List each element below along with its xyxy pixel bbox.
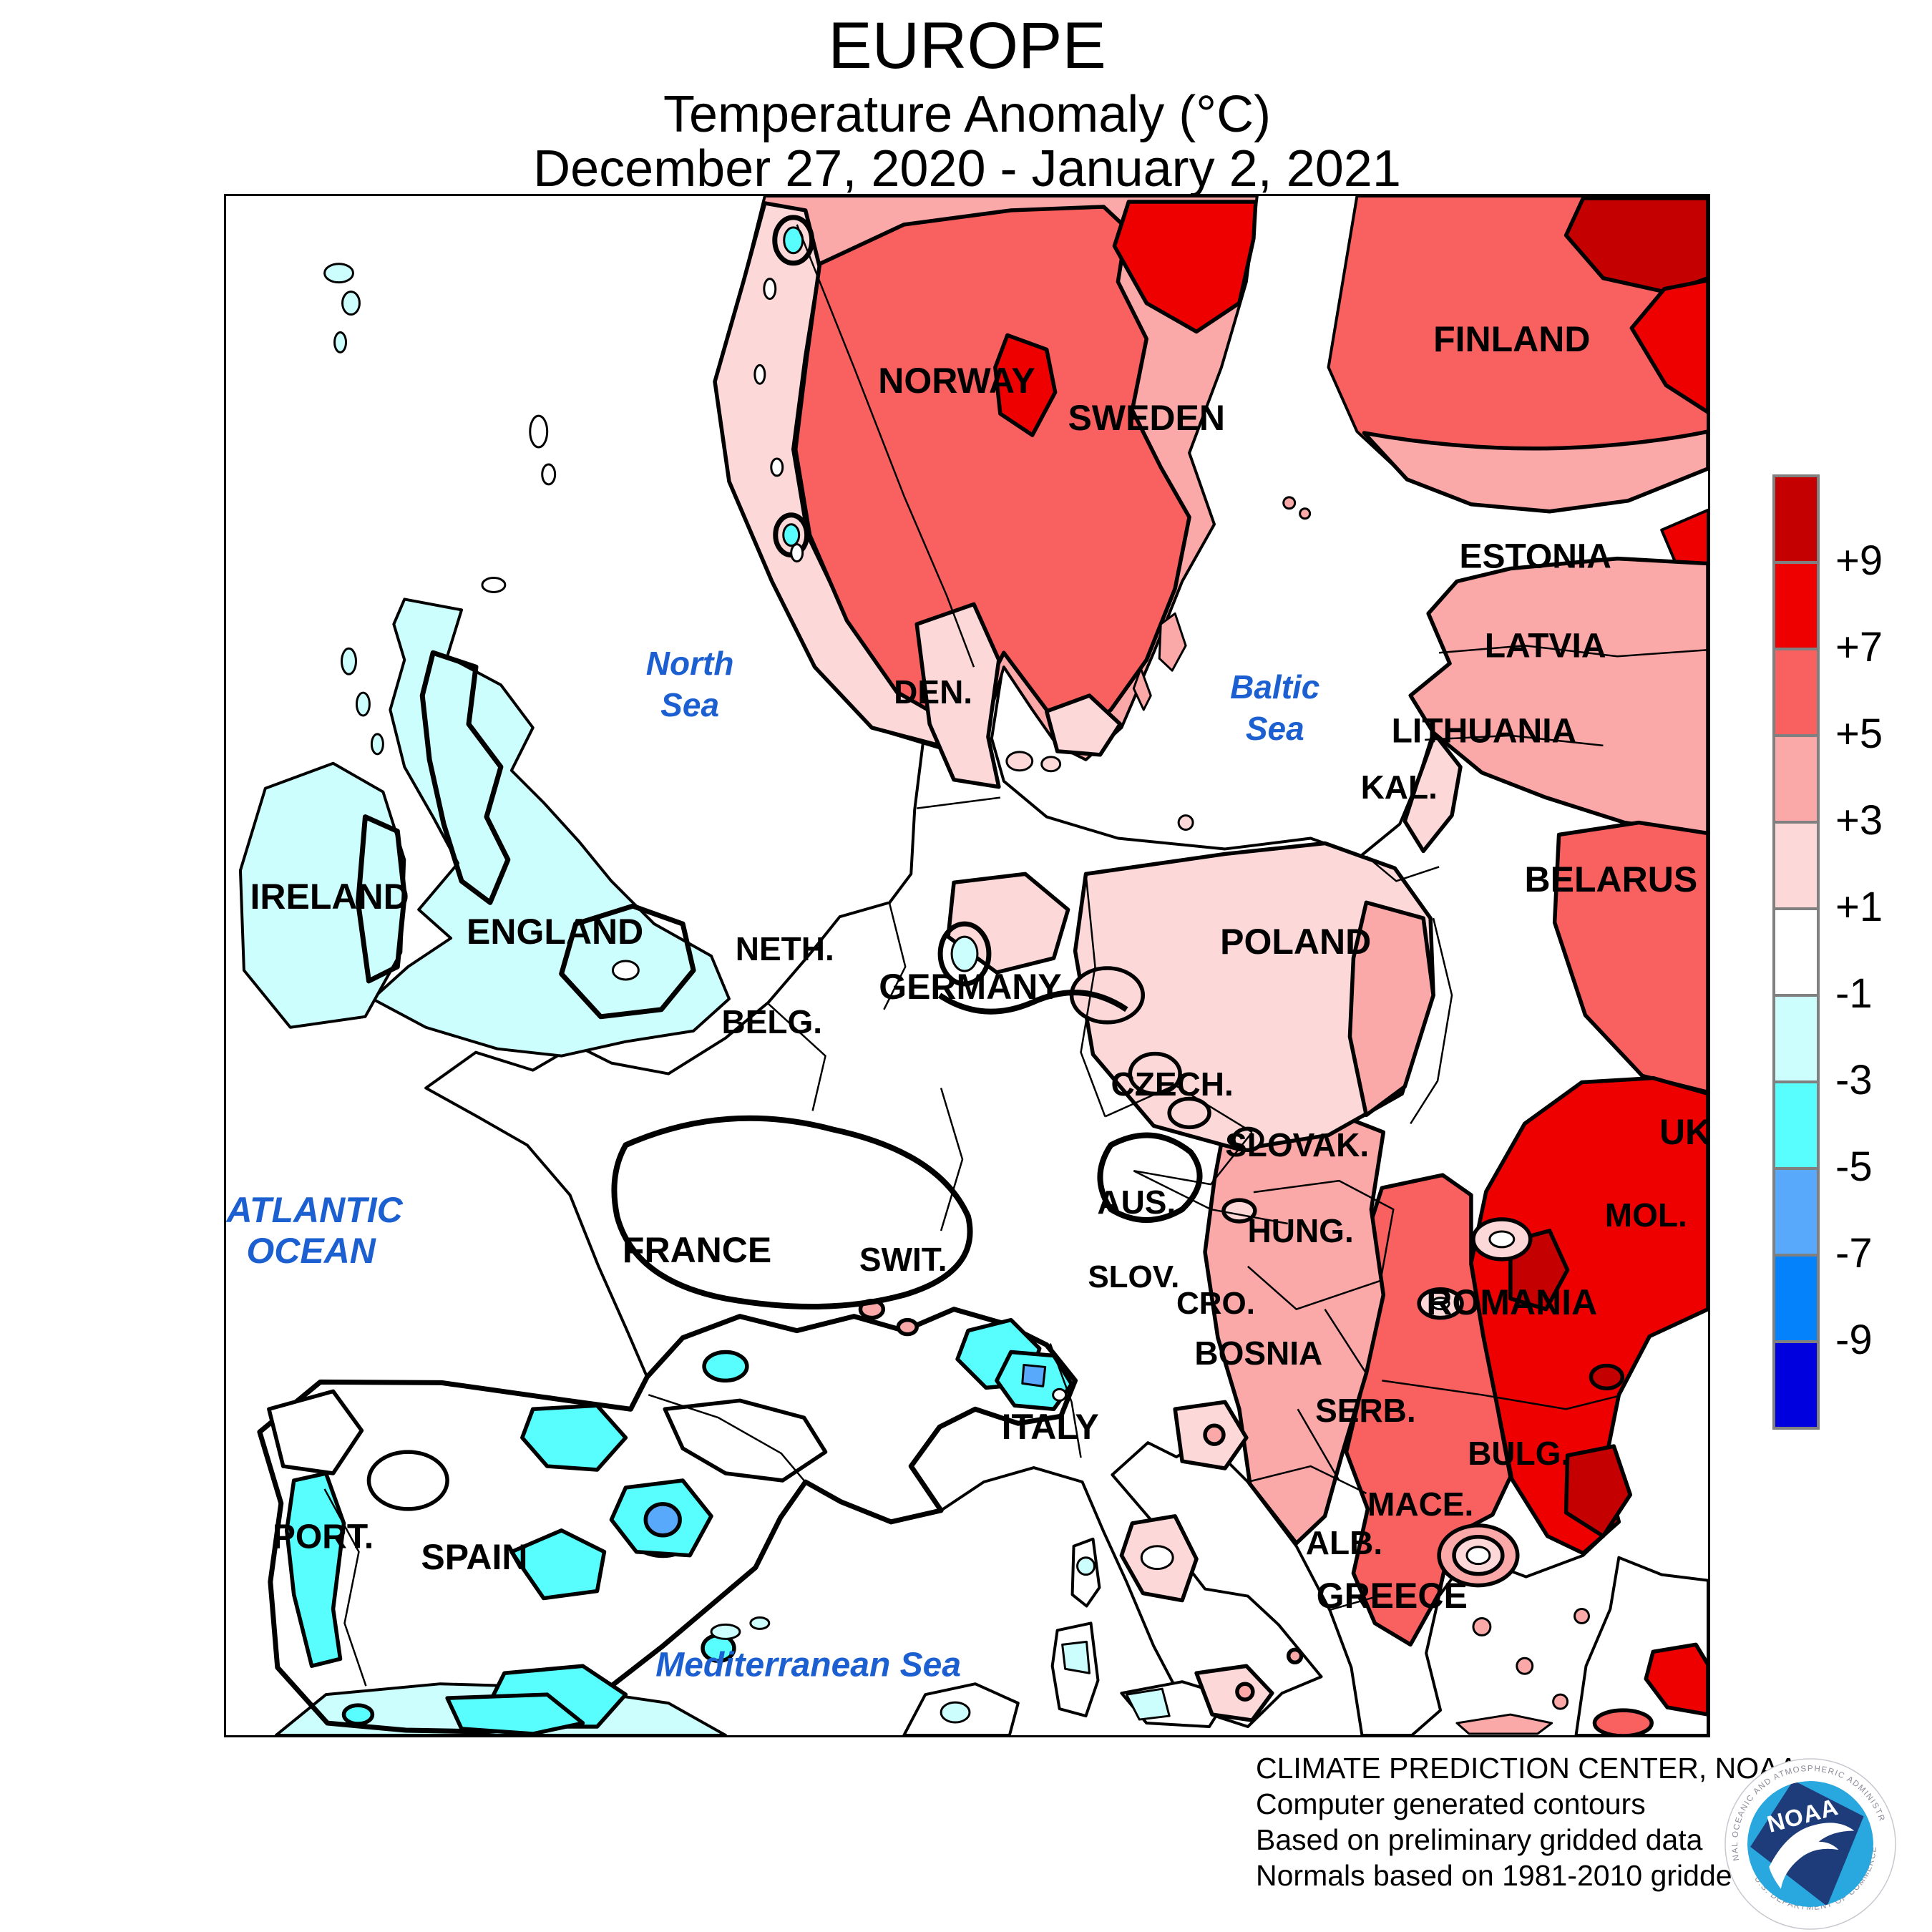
- page-subtitle: Temperature Anomaly (°C): [663, 86, 1272, 143]
- map-label-den: DEN.: [894, 673, 973, 711]
- legend-tick--1: -1: [1835, 970, 1873, 1017]
- map-label-port: PORT.: [272, 1518, 374, 1556]
- map-label-england: ENGLAND: [467, 912, 644, 952]
- date-range: December 27, 2020 - January 2, 2021: [533, 140, 1401, 197]
- map-label-ireland: IRELAND: [250, 877, 409, 917]
- map-label-kal: KAL.: [1360, 768, 1438, 806]
- legend-tick--5: -5: [1835, 1143, 1873, 1190]
- legend-tick--9: -9: [1835, 1317, 1873, 1363]
- map-label-ocean: OCEAN: [246, 1230, 376, 1271]
- map-label-north: North: [645, 645, 734, 683]
- footer-annotation: CLIMATE PREDICTION CENTER, NOAA Computer…: [1256, 1750, 1814, 1893]
- map-label-latvia: LATVIA: [1484, 627, 1606, 665]
- map-label-mol: MOL.: [1604, 1196, 1687, 1234]
- map-label-spain: SPAIN: [421, 1536, 528, 1577]
- legend-tick-+9: +9: [1835, 537, 1883, 584]
- map-label-alb: ALB.: [1305, 1523, 1383, 1561]
- small-islands: [323, 263, 1590, 1735]
- map-labels-layer: NORWAY SWEDEN FINLAND ESTONIA LATVIA LITHUANI…: [226, 196, 1708, 1735]
- map-label-finland: FINLAND: [1433, 319, 1591, 360]
- land-petersburg: [1660, 508, 1708, 565]
- map-label-greece: GREECE: [1316, 1575, 1468, 1616]
- legend-box-m4: [1772, 1254, 1820, 1343]
- footer-data-note: Based on preliminary gridded data: [1256, 1823, 1703, 1856]
- map-label-bosnia: BOSNIA: [1194, 1335, 1323, 1372]
- map-label-germany: GERMANY: [879, 966, 1062, 1007]
- legend-box-p3: [1772, 648, 1820, 737]
- map-label-belg: BELG.: [721, 1002, 823, 1040]
- europe-map-frame: NORWAY SWEDEN FINLAND ESTONIA LATVIA LITHUANI…: [224, 194, 1710, 1737]
- map-label-romania: ROMANIA: [1426, 1282, 1598, 1322]
- country-borders: [323, 224, 1708, 1687]
- legend-box-z0: [1772, 907, 1820, 997]
- map-label-bulg: BULG.: [1468, 1435, 1571, 1473]
- contour-lines: [611, 990, 1203, 1310]
- map-label-estonia: ESTONIA: [1459, 537, 1611, 576]
- map-label-uk: UK: [1659, 1112, 1710, 1153]
- map-label-slovak: SLOVAK.: [1225, 1126, 1370, 1164]
- map-label-baltic: Baltic: [1230, 668, 1320, 706]
- noaa-logo: NATIONAL OCEANIC AND ATMOSPHERIC ADMINIS…: [1723, 1757, 1896, 1930]
- legend-tick-+7: +7: [1835, 624, 1883, 670]
- map-label-mace: MACE.: [1367, 1485, 1474, 1523]
- legend-tick-+3: +3: [1835, 797, 1883, 844]
- land-great-britain: [371, 597, 731, 1058]
- warm-anomaly-regions: [713, 196, 1708, 1735]
- map-label-sea: Sea: [1245, 709, 1304, 747]
- map-label-slov: SLOV.: [1088, 1259, 1180, 1294]
- europe-anomaly-map: [238, 196, 1708, 1735]
- footer-normals-note: Normals based on 1981-2010 gridded data: [1256, 1859, 1814, 1892]
- legend-box-p1: [1772, 821, 1820, 910]
- footer-method: Computer generated contours: [1256, 1787, 1646, 1820]
- cold-anomaly-regions: [257, 215, 1171, 1735]
- legend-tick--3: -3: [1835, 1057, 1873, 1103]
- map-label-neth: NETH.: [735, 930, 834, 968]
- anomaly-color-legend: +9 +7 +5 +3 +1 -1 -3 -5 -7 -9: [1772, 474, 1932, 1430]
- legend-box-p5: [1772, 474, 1820, 564]
- map-label-cro: CRO.: [1176, 1285, 1255, 1321]
- map-label-france: FRANCE: [622, 1229, 772, 1270]
- map-label-czech: CZECH.: [1111, 1065, 1234, 1103]
- map-label-hung: HUNG.: [1247, 1211, 1354, 1249]
- footer-source: CLIMATE PREDICTION CENTER, NOAA: [1256, 1752, 1798, 1785]
- map-label-serb: SERB.: [1315, 1392, 1416, 1430]
- map-label-swit: SWIT.: [859, 1240, 947, 1278]
- map-label-sweden: SWEDEN: [1068, 398, 1225, 439]
- legend-tick--7: -7: [1835, 1230, 1873, 1277]
- map-label-lithuania: LITHUANIA: [1391, 712, 1577, 751]
- legend-tick-+5: +5: [1835, 711, 1883, 757]
- legend-box-m2: [1772, 1080, 1820, 1170]
- map-label-belarus: BELARUS: [1524, 859, 1698, 900]
- map-label-aus: AUS.: [1097, 1184, 1176, 1221]
- legend-box-p4: [1772, 561, 1820, 650]
- legend-tick-+1: +1: [1835, 884, 1883, 930]
- page-title: EUROPE: [828, 9, 1106, 82]
- map-label-italy: ITALY: [1001, 1407, 1099, 1448]
- map-label-atlantic: ATLANTIC: [226, 1190, 403, 1231]
- map-label-poland: POLAND: [1220, 922, 1372, 962]
- legend-box-m5: [1772, 1340, 1820, 1430]
- legend-box-p2: [1772, 734, 1820, 824]
- legend-box-m1: [1772, 994, 1820, 1083]
- map-label-mediterranean-sea: Mediterranean Sea: [655, 1646, 962, 1684]
- map-label-norway: NORWAY: [878, 361, 1035, 401]
- logo-seagull-icon: [1769, 1823, 1855, 1889]
- legend-box-m3: [1772, 1167, 1820, 1257]
- map-label-sea: Sea: [660, 686, 720, 724]
